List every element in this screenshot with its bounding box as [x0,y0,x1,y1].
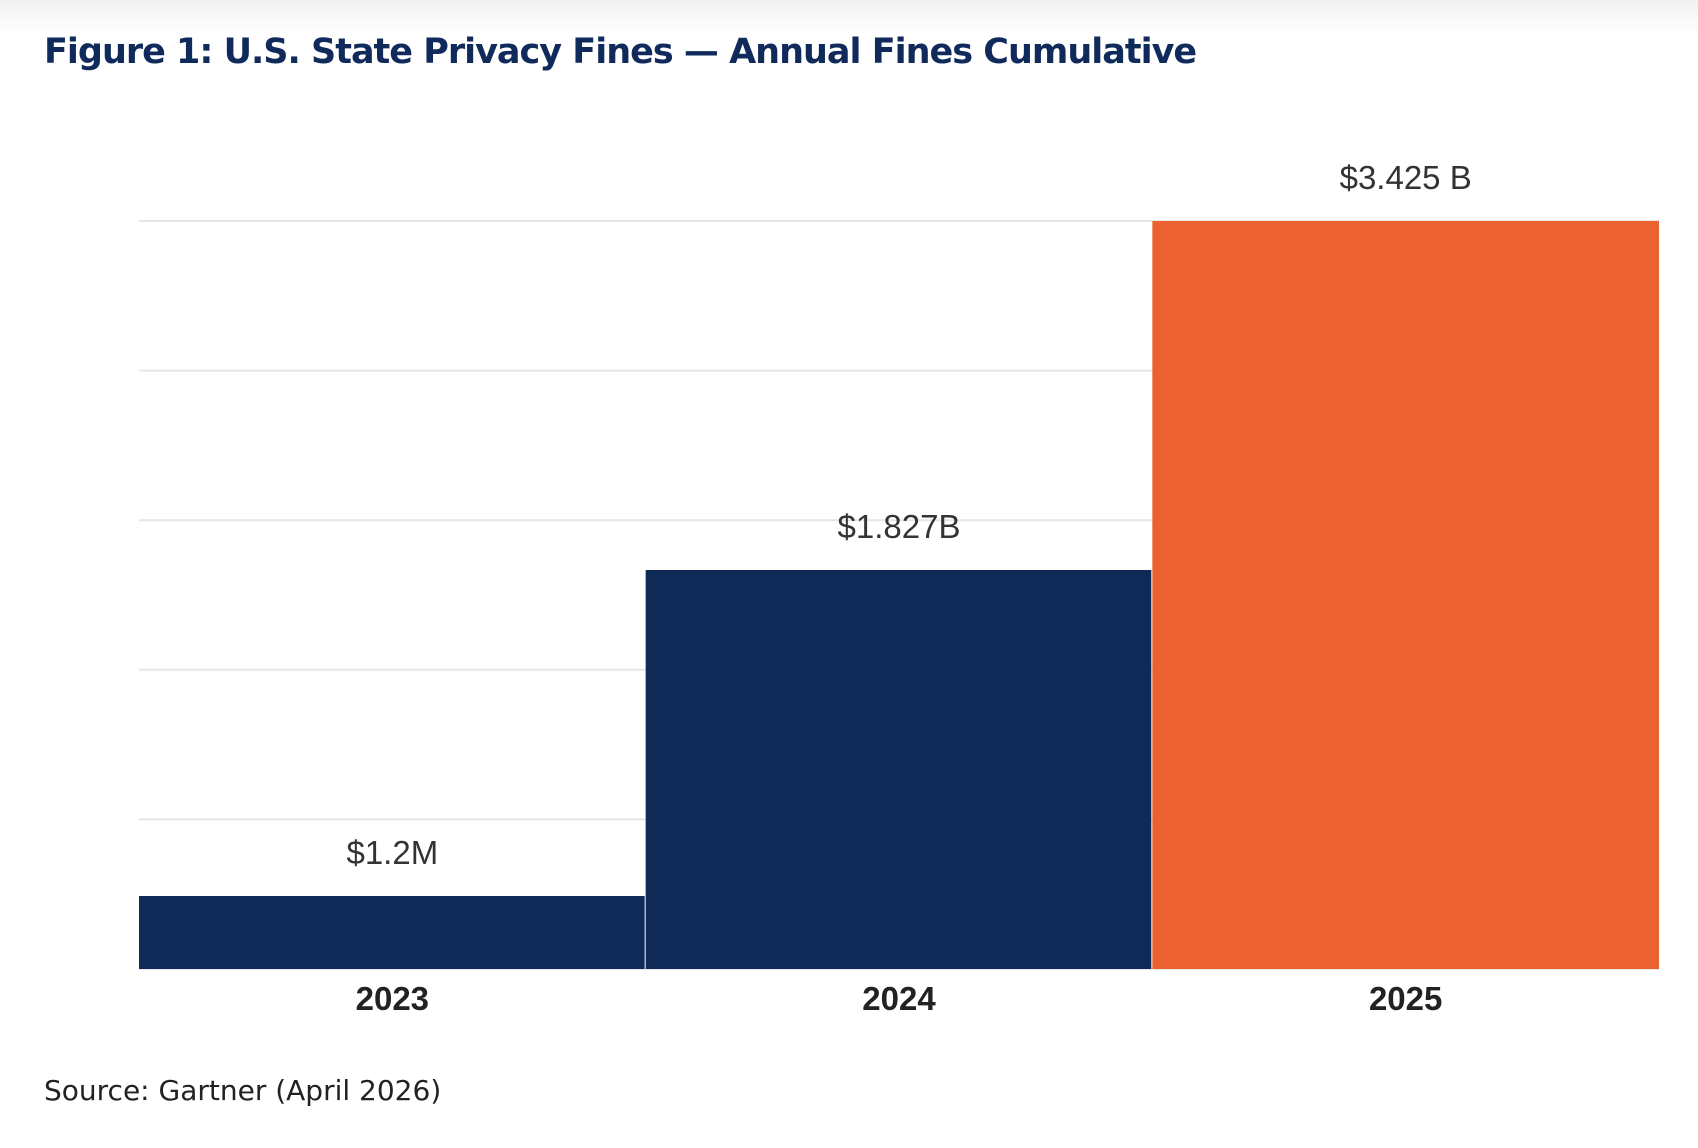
x-tick-2025: 2025 [1369,980,1442,1017]
top-shadow [0,0,1698,34]
data-label-2023: $1.2M [346,834,438,871]
bar-2025 [1152,221,1659,969]
data-label-2024: $1.827B [838,508,961,545]
figure-title: Figure 1: U.S. State Privacy Fines — Ann… [44,32,1197,72]
bars [139,221,1659,969]
data-label-2025: $3.425 B [1340,159,1472,196]
x-tick-2024: 2024 [862,980,936,1017]
data-labels: $1.2M $1.827B $3.425 B [346,159,1471,871]
bar-2024 [645,569,1152,969]
x-tick-labels: 2023 2024 2025 [356,980,1443,1017]
x-tick-2023: 2023 [356,980,429,1017]
source-note: Source: Gartner (April 2026) [44,1074,442,1107]
bar-2023 [139,896,645,969]
